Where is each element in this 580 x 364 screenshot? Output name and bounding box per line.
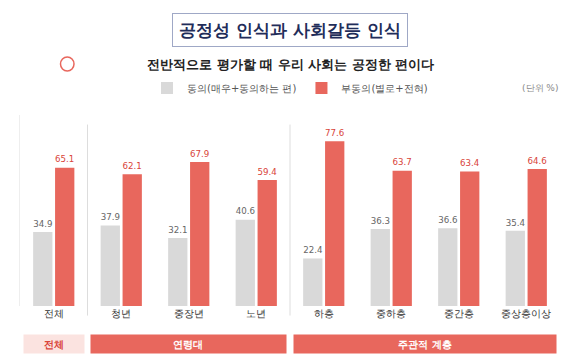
svg-text:36.3: 36.3 [371,216,390,226]
svg-text:34.9: 34.9 [33,219,52,229]
svg-text:중하층: 중하층 [376,308,406,319]
svg-text:중간층: 중간층 [444,308,474,319]
svg-text:37.9: 37.9 [101,212,120,222]
svg-text:전체: 전체 [44,339,64,350]
svg-text:22.4: 22.4 [303,245,323,255]
svg-text:65.1: 65.1 [55,154,74,164]
svg-text:63.4: 63.4 [460,158,480,168]
svg-text:동의(매우+동의하는 편): 동의(매우+동의하는 편) [187,83,296,94]
svg-text:36.6: 36.6 [438,215,457,225]
svg-text:40.6: 40.6 [236,206,255,216]
svg-text:전체: 전체 [44,308,64,319]
svg-text:하층: 하층 [314,308,334,319]
svg-text:63.7: 63.7 [393,157,412,167]
svg-text:62.1: 62.1 [123,161,142,171]
svg-text:연령대: 연령대 [173,339,203,350]
svg-text:32.1: 32.1 [168,225,187,235]
svg-text:중장년: 중장년 [174,308,204,319]
svg-text:(단위 %): (단위 %) [522,83,558,93]
svg-text:67.9: 67.9 [190,149,209,159]
svg-text:주관적 계층: 주관적 계층 [398,339,451,350]
svg-text:공정성 인식과 사회갈등 인식: 공정성 인식과 사회갈등 인식 [179,20,401,40]
svg-text:전반적으로 평가할 때 우리 사회는 공정한 편이다: 전반적으로 평가할 때 우리 사회는 공정한 편이다 [147,57,434,72]
svg-text:35.4: 35.4 [506,218,526,228]
svg-text:노년: 노년 [246,308,266,319]
svg-text:청년: 청년 [111,308,131,319]
svg-text:부동의(별로+전혀): 부동의(별로+전혀) [341,83,427,94]
svg-text:64.6: 64.6 [528,156,547,166]
svg-text:59.4: 59.4 [258,167,278,177]
svg-text:77.6: 77.6 [325,128,344,138]
svg-text:중상층이상: 중상층이상 [501,308,551,319]
